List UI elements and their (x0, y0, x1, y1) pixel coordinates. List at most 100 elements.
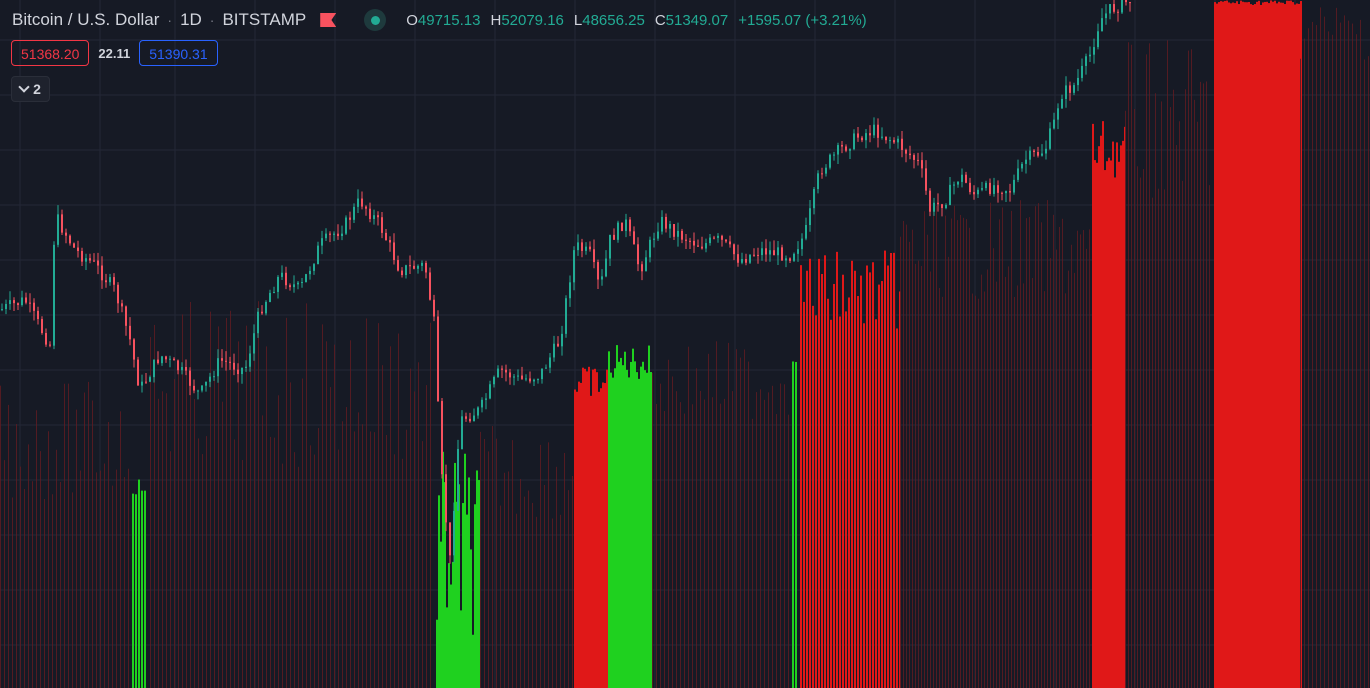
candle-body (829, 154, 831, 168)
interval-label[interactable]: 1D (180, 10, 202, 29)
candle-body (765, 248, 767, 255)
candle-body (521, 375, 523, 379)
candle-body (953, 184, 955, 186)
candle-body (777, 247, 779, 256)
volume-bar (1264, 1, 1266, 688)
volume-bar (1077, 230, 1078, 688)
candle-body (329, 233, 331, 235)
volume-bar (1238, 4, 1240, 688)
volume-bar (640, 366, 642, 688)
volume-bar (893, 252, 895, 688)
volume-bar (732, 391, 733, 688)
candle-body (81, 251, 83, 262)
candle-body (613, 234, 615, 240)
candle-body (25, 297, 27, 303)
volume-bar (250, 350, 251, 688)
volume-bar (1266, 1, 1268, 688)
candle-body (877, 124, 879, 138)
candle-body (1037, 151, 1039, 156)
volume-bar (586, 371, 588, 688)
volume-bar (909, 241, 910, 688)
volume-bar (138, 479, 140, 688)
volume-bar (1008, 266, 1009, 688)
candle-body (865, 133, 867, 141)
volume-bar (1112, 141, 1114, 688)
volume-bar (48, 431, 49, 688)
candle-body (849, 149, 851, 151)
volume-bar (536, 516, 537, 688)
volume-bar (1197, 121, 1198, 688)
exchange-label[interactable]: BITSTAMP (222, 10, 307, 29)
candle-body (621, 222, 623, 231)
volume-bar (618, 361, 620, 688)
volume-bar (576, 391, 578, 688)
volume-bar (999, 219, 1000, 688)
volume-bar (740, 357, 741, 688)
symbol-legend[interactable]: Bitcoin / U.S. Dollar · 1D · BITSTAMP O4… (12, 9, 867, 31)
candle-body (241, 367, 243, 375)
volume-bar (430, 322, 431, 688)
candle-body (1085, 56, 1087, 66)
flag-icon[interactable] (320, 13, 337, 27)
buy-price-button[interactable]: 51390.31 (139, 40, 218, 66)
candle-body (565, 298, 567, 334)
market-status-indicator[interactable] (364, 9, 387, 31)
volume-bar (1032, 277, 1033, 688)
volume-bar (440, 541, 442, 688)
candle-body (137, 359, 139, 386)
indicators-collapse-button[interactable]: 2 (11, 76, 50, 102)
candle-body (753, 254, 755, 256)
candle-body (901, 138, 903, 150)
volume-bar (704, 399, 705, 688)
volume-bar (230, 310, 231, 688)
symbol-name[interactable]: Bitcoin / U.S. Dollar (12, 10, 160, 29)
volume-bar (448, 563, 450, 688)
volume-bar (644, 370, 646, 688)
volume-bar (258, 301, 259, 688)
candle-body (253, 333, 255, 354)
candle-body (729, 241, 731, 245)
volume-bar (1059, 226, 1060, 688)
candle-body (1109, 4, 1111, 14)
volume-bar (824, 255, 826, 688)
candle-body (781, 247, 783, 261)
volume-bar (602, 382, 604, 688)
candle-body (965, 174, 967, 183)
candle-body (593, 249, 595, 263)
candle-body (577, 242, 579, 251)
volume-bar (544, 484, 545, 688)
volume-bar (568, 490, 569, 688)
volume-bar (1044, 291, 1045, 688)
candle-body (209, 376, 211, 382)
chevron-down-icon (18, 81, 30, 93)
volume-bar (1096, 162, 1098, 688)
volume-bar (144, 490, 146, 688)
volume-bar (620, 357, 622, 688)
volume-bar (32, 481, 33, 688)
volume-bar (222, 401, 223, 688)
volume-bar (1284, 4, 1286, 688)
sell-price-button[interactable]: 51368.20 (11, 40, 90, 66)
volume-bar (4, 460, 5, 688)
candle-body (409, 265, 411, 267)
volume-bar (294, 452, 295, 688)
candle-body (549, 357, 551, 368)
candle-body (501, 368, 503, 370)
volume-bar (282, 463, 283, 688)
volume-bar (314, 454, 315, 688)
volume-bar (402, 458, 403, 688)
volume-bar (394, 454, 395, 688)
volume-bar (1131, 44, 1132, 688)
volume-bar (1017, 285, 1018, 688)
candle-body (69, 235, 71, 244)
candle-body (1005, 191, 1007, 194)
candle-body (385, 232, 387, 241)
candle-body (881, 136, 883, 138)
volume-bar (460, 610, 462, 688)
candle-body (937, 202, 939, 205)
candle-body (457, 448, 459, 511)
volume-bar (966, 219, 967, 688)
volume-bar (552, 518, 553, 688)
volume-bar (866, 265, 868, 688)
